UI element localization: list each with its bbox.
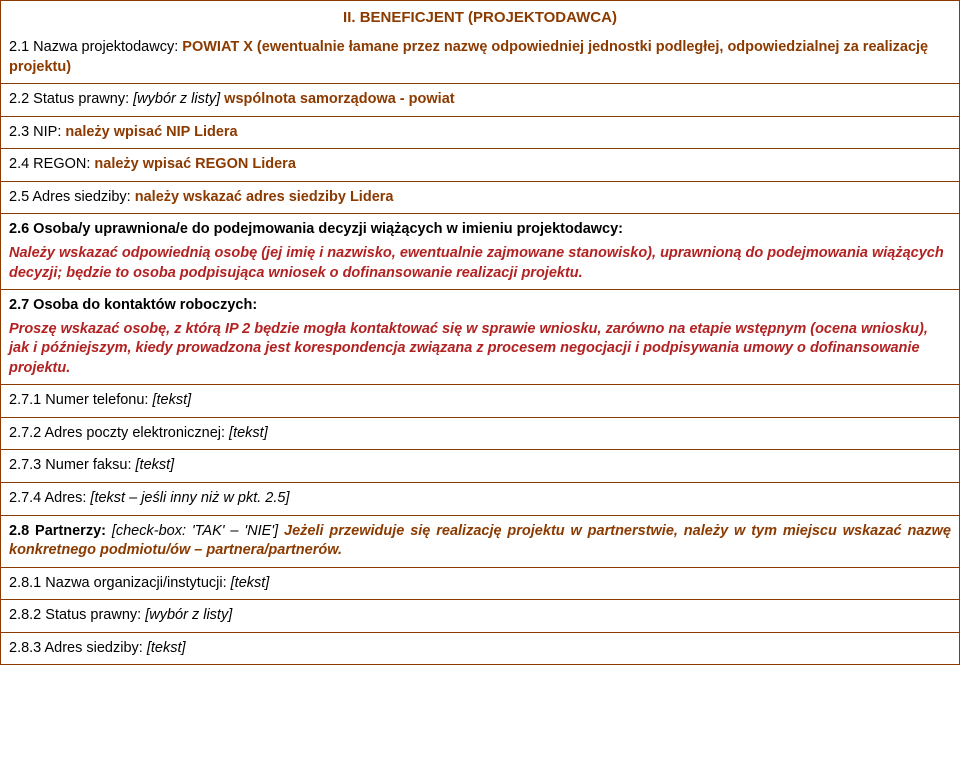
label-2-8: 2.8 Partnerzy: bbox=[9, 523, 112, 539]
row-2-7-3: 2.7.3 Numer faksu: [tekst] bbox=[0, 450, 960, 483]
label-2-8-3: 2.8.3 Adres siedziby: bbox=[9, 640, 147, 656]
label-2-6: 2.6 Osoba/y uprawniona/e do podejmowania… bbox=[9, 221, 623, 237]
body-2-6: Należy wskazać odpowiednią osobę (jej im… bbox=[9, 245, 944, 281]
value-2-4: należy wpisać REGON Lidera bbox=[94, 156, 295, 172]
label-2-4: 2.4 REGON: bbox=[9, 156, 94, 172]
section-title: II. BENEFICJENT (PROJEKTODAWCA) bbox=[0, 0, 960, 32]
row-2-6: 2.6 Osoba/y uprawniona/e do podejmowania… bbox=[0, 214, 960, 290]
row-2-8-2: 2.8.2 Status prawny: [wybór z listy] bbox=[0, 600, 960, 633]
row-2-3: 2.3 NIP: należy wpisać NIP Lidera bbox=[0, 117, 960, 150]
value-2-8-1: [tekst] bbox=[231, 575, 270, 591]
row-2-8-1: 2.8.1 Nazwa organizacji/instytucji: [tek… bbox=[0, 568, 960, 601]
row-2-7-1: 2.7.1 Numer telefonu: [tekst] bbox=[0, 385, 960, 418]
value-2-8-3: [tekst] bbox=[147, 640, 186, 656]
row-2-2: 2.2 Status prawny: [wybór z listy] wspól… bbox=[0, 84, 960, 117]
body-2-7: Proszę wskazać osobę, z którą IP 2 będzi… bbox=[9, 320, 951, 379]
row-2-1: 2.1 Nazwa projektodawcy: POWIAT X (ewent… bbox=[0, 32, 960, 84]
label-2-7-3: 2.7.3 Numer faksu: bbox=[9, 457, 136, 473]
value-2-8-2: [wybór z listy] bbox=[145, 607, 232, 623]
value-2-7-1: [tekst] bbox=[152, 392, 191, 408]
value-2-5: należy wskazać adres siedziby Lidera bbox=[135, 189, 394, 205]
row-2-8: 2.8 Partnerzy: [check-box: 'TAK' – 'NIE'… bbox=[0, 516, 960, 568]
row-2-8-3: 2.8.3 Adres siedziby: [tekst] bbox=[0, 633, 960, 666]
label-2-7: 2.7 Osoba do kontaktów roboczych: bbox=[9, 296, 951, 316]
label-2-2: 2.2 Status prawny: bbox=[9, 91, 133, 107]
row-2-5: 2.5 Adres siedziby: należy wskazać adres… bbox=[0, 182, 960, 215]
value-2-7-2: [tekst] bbox=[229, 425, 268, 441]
label-2-7-4: 2.7.4 Adres: bbox=[9, 490, 90, 506]
value-2-7-4: [tekst – jeśli inny niż w pkt. 2.5] bbox=[90, 490, 289, 506]
document-container: II. BENEFICJENT (PROJEKTODAWCA) 2.1 Nazw… bbox=[0, 0, 960, 665]
value-2-7-3: [tekst] bbox=[136, 457, 175, 473]
value-2-2: wspólnota samorządowa - powiat bbox=[220, 91, 454, 107]
label-2-3: 2.3 NIP: bbox=[9, 124, 65, 140]
label-2-5: 2.5 Adres siedziby: bbox=[9, 189, 135, 205]
row-2-7-4: 2.7.4 Adres: [tekst – jeśli inny niż w p… bbox=[0, 483, 960, 516]
label-2-1: 2.1 Nazwa projektodawcy: bbox=[9, 39, 182, 55]
label-2-8-2: 2.8.2 Status prawny: bbox=[9, 607, 145, 623]
label-2-7-1: 2.7.1 Numer telefonu: bbox=[9, 392, 152, 408]
row-2-7: 2.7 Osoba do kontaktów roboczych: Proszę… bbox=[0, 290, 960, 385]
check-2-8: [check-box: 'TAK' – 'NIE'] bbox=[112, 523, 284, 539]
label-2-8-1: 2.8.1 Nazwa organizacji/instytucji: bbox=[9, 575, 231, 591]
option-2-2: [wybór z listy] bbox=[133, 91, 220, 107]
value-2-3: należy wpisać NIP Lidera bbox=[65, 124, 237, 140]
row-2-4: 2.4 REGON: należy wpisać REGON Lidera bbox=[0, 149, 960, 182]
row-2-7-2: 2.7.2 Adres poczty elektronicznej: [teks… bbox=[0, 418, 960, 451]
label-2-7-2: 2.7.2 Adres poczty elektronicznej: bbox=[9, 425, 229, 441]
